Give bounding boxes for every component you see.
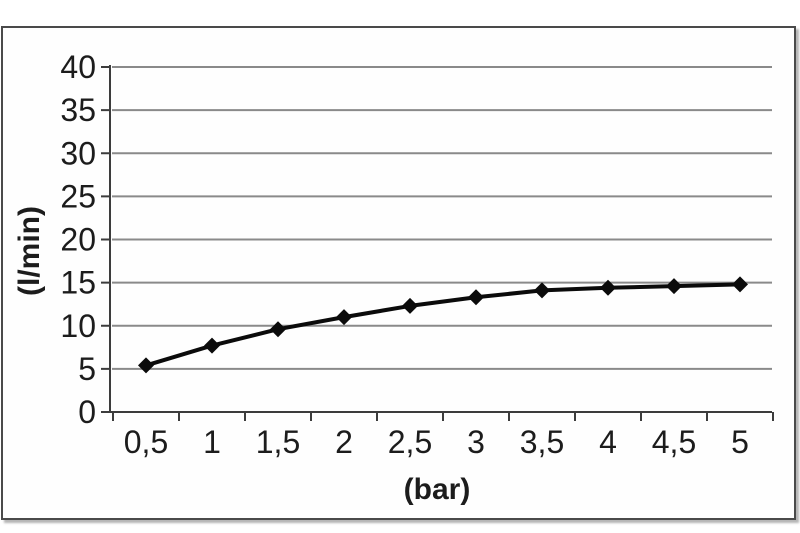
y-tick-label: 15 [60, 265, 96, 301]
x-tick-label: 2,5 [388, 424, 432, 460]
series-line [145, 282, 741, 368]
data-point-marker [138, 357, 154, 374]
data-point-marker [732, 276, 748, 293]
x-tick-label: 2 [335, 424, 353, 460]
y-tick-label: 30 [60, 135, 96, 171]
x-tick-label: 1 [203, 424, 221, 460]
data-point-marker [600, 279, 616, 296]
x-axis-title: (bar) [403, 473, 471, 506]
y-tick-label: 0 [78, 394, 96, 430]
data-point-marker [270, 321, 286, 338]
x-tick-label: 5 [731, 424, 749, 460]
data-point-marker [534, 282, 550, 299]
chart-frame [1, 26, 796, 520]
x-tick-label: 0,5 [124, 424, 168, 460]
data-point-marker [336, 309, 352, 326]
data-point-marker [468, 289, 484, 306]
x-tick-label: 3,5 [520, 424, 564, 460]
data-point-marker [666, 278, 682, 295]
x-tick-label: 4 [599, 424, 617, 460]
y-tick-label: 40 [60, 49, 96, 85]
y-axis-title: (l/min) [13, 206, 46, 296]
data-point-marker [204, 337, 220, 354]
x-tick-label: 3 [467, 424, 485, 460]
y-tick-label: 10 [60, 308, 96, 344]
y-tick-label: 35 [60, 92, 96, 128]
data-point-marker [402, 297, 418, 314]
y-tick-label: 20 [60, 222, 96, 258]
x-tick-label: 1,5 [256, 424, 300, 460]
y-tick-label: 5 [78, 351, 96, 387]
y-tick-label: 25 [60, 178, 96, 214]
x-tick-label: 4,5 [652, 424, 696, 460]
